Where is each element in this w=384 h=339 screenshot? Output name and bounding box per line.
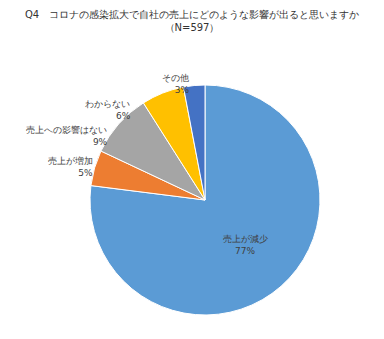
svg-text:売上が増加: 売上が増加 <box>48 156 93 166</box>
svg-text:その他: その他 <box>162 73 189 83</box>
svg-text:3%: 3% <box>175 85 190 95</box>
svg-text:Q4 コロナの感染拡大で自社の売上にどのような影響が出ると思: Q4 コロナの感染拡大で自社の売上にどのような影響が出ると思いますか <box>25 9 359 20</box>
svg-text:わからない: わからない <box>85 99 130 109</box>
svg-text:売上への影響はない: 売上への影響はない <box>26 125 107 135</box>
svg-text:5%: 5% <box>78 168 93 178</box>
svg-text:77%: 77% <box>235 246 255 256</box>
svg-text:9%: 9% <box>93 137 108 147</box>
svg-text:6%: 6% <box>116 111 131 121</box>
svg-text:（N=597）: （N=597） <box>165 22 220 33</box>
svg-text:売上が減少: 売上が減少 <box>223 234 268 244</box>
